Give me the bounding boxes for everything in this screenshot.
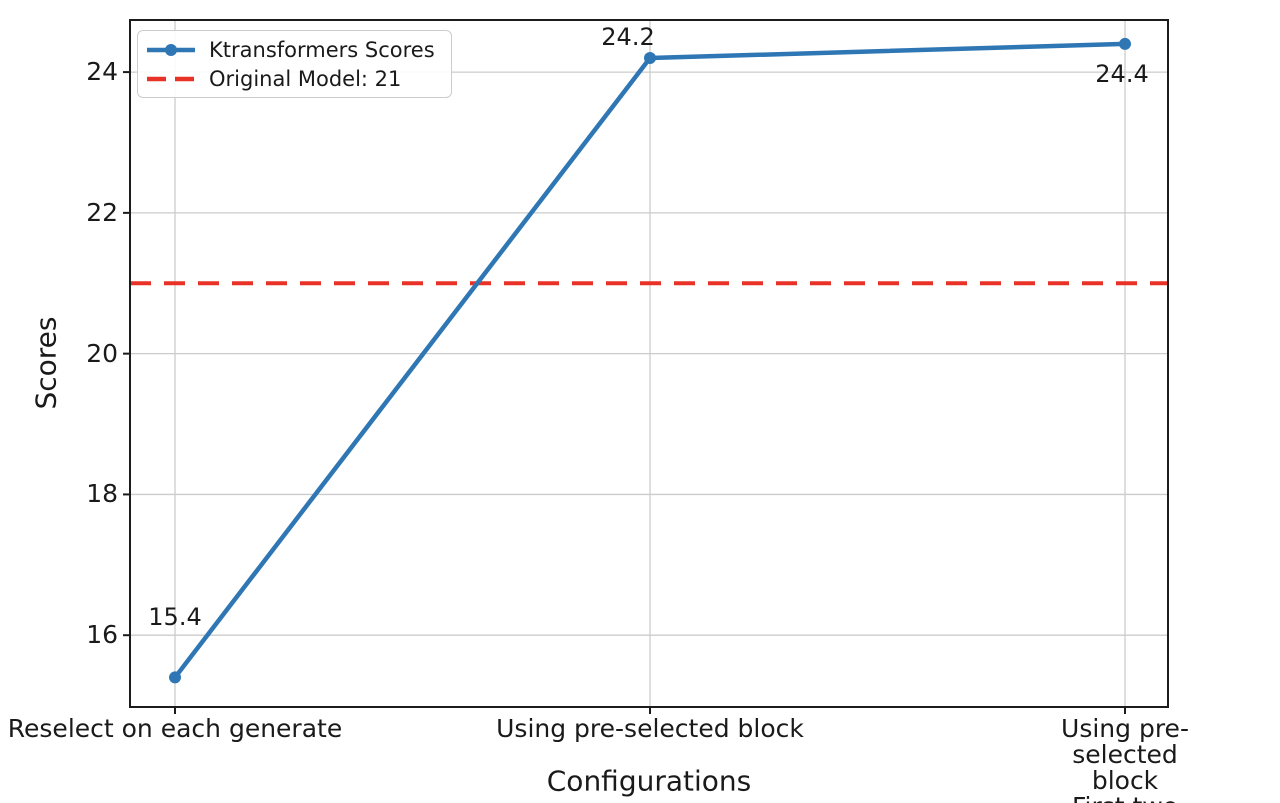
y-tick-label: 20 — [86, 338, 118, 368]
y-axis-label: Scores — [29, 316, 63, 410]
y-tick-label: 16 — [86, 620, 118, 650]
legend-entry-reference: Original Model: 21 — [146, 64, 441, 93]
plot-border — [129, 19, 1169, 708]
data-point-marker — [1119, 37, 1131, 50]
x-axis-label: Configurations — [546, 764, 752, 798]
y-tick-label: 24 — [86, 57, 118, 87]
data-point-marker — [644, 52, 656, 65]
legend-label-reference: Original Model: 21 — [209, 66, 402, 91]
legend-entry-series: Ktransformers Scores — [146, 35, 441, 64]
y-tick-label: 22 — [86, 197, 118, 227]
dashed-line-sample-icon — [147, 76, 195, 81]
x-tick-label: Using pre-selected block — [496, 714, 804, 743]
data-point-label: 15.4 — [148, 603, 202, 632]
legend: Ktransformers Scores Original Model: 21 — [137, 30, 452, 98]
y-tick-label: 18 — [86, 479, 118, 509]
data-point-marker — [169, 671, 181, 684]
line-marker-sample-icon — [147, 43, 195, 56]
data-point-label: 24.4 — [1095, 59, 1149, 88]
x-tick-label: Using pre-selected block First two layer… — [1061, 714, 1189, 803]
data-point-label: 24.2 — [601, 23, 655, 51]
legend-label-series: Ktransformers Scores — [209, 37, 435, 62]
x-tick-label: Reselect on each generate — [7, 714, 343, 743]
